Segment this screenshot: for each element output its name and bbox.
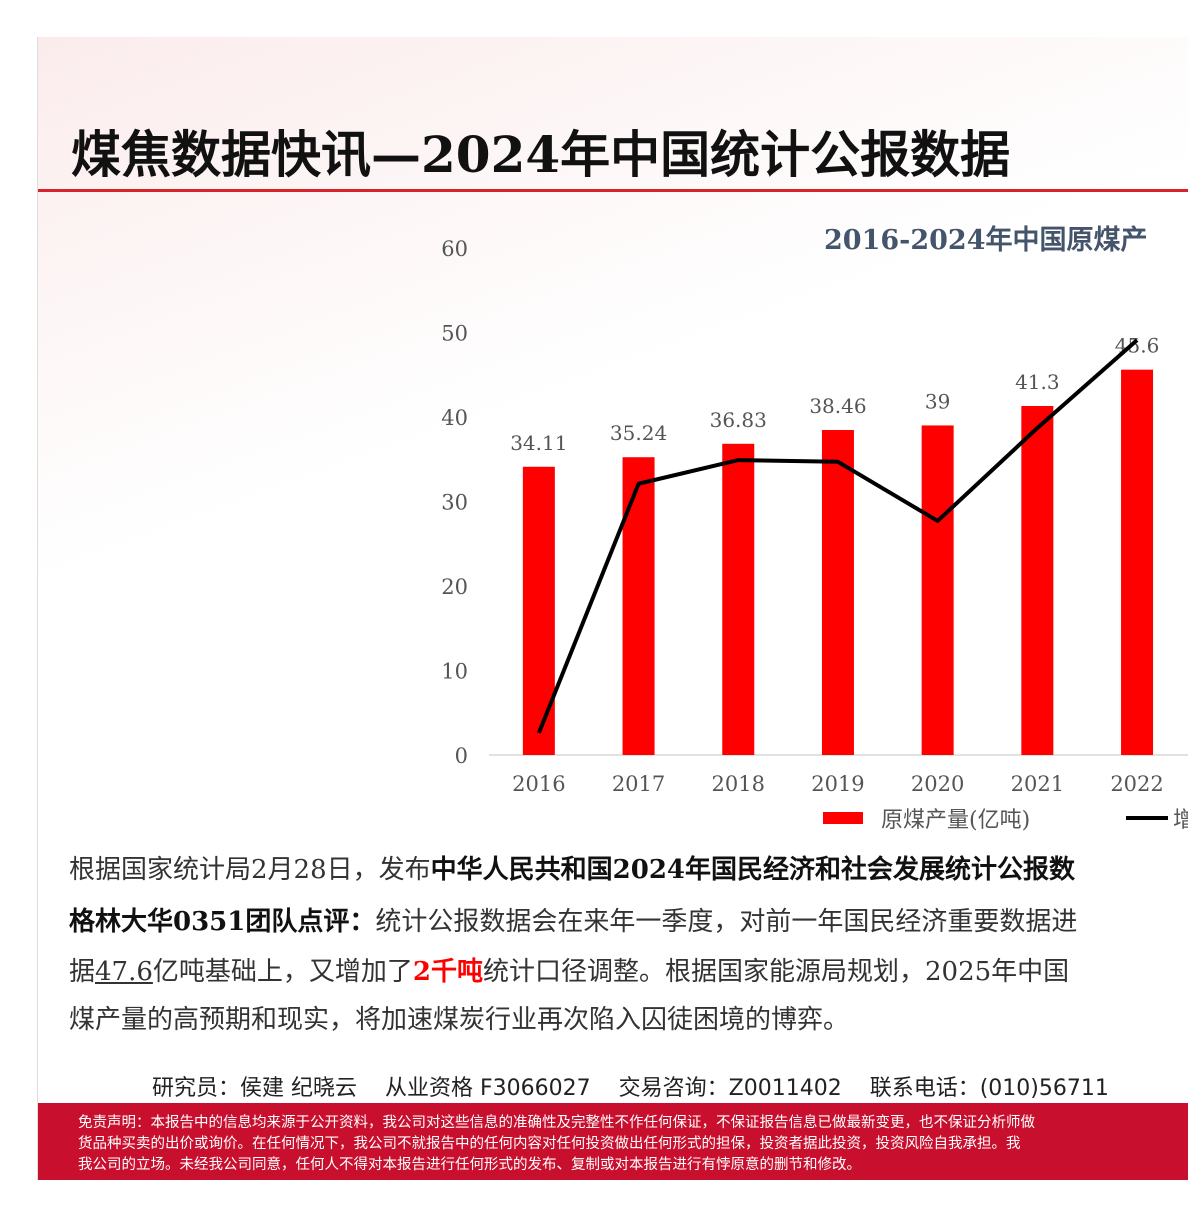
x-tick-label: 2020 [911,772,964,796]
bar [821,430,854,755]
x-tick-label: 2017 [612,772,665,796]
page-title: 煤焦数据快讯—2024年中国统计公报数据 [71,125,1011,184]
disclaimer-line: 货品种买卖的出价或询价。在任何情况下，我公司不就报告中的任何内容对任何投资做出任… [78,1136,1021,1152]
data-label: 38.46 [809,394,866,418]
data-label: 35.24 [610,421,667,445]
data-label: 39 [925,389,950,413]
paragraph-line: 格林大华0351团队点评：统计公报数据会在来年一季度，对前一年国民经济重要数据进 [69,901,1077,938]
bar [1021,406,1054,755]
data-label: 36.83 [710,408,767,432]
text: 格林大华0351团队点评： [69,907,376,937]
page: 煤焦数据快讯—2024年中国统计公报数据 2016-2024年中国原煤产 0 10… [37,37,1188,1180]
text: 煤产量的高预期和现实，将加速煤炭行业再次陷入囚徒困境的博弈。 [69,1005,850,1035]
x-tick-label: 2019 [811,772,864,796]
chart: 2016-2024年中国原煤产 0 10 20 30 40 50 60 2016 2017 201… [441,224,1188,833]
y-tick-label: 60 [441,237,468,261]
footer: 研究员：侯建 纪晓云 从业资格 F3066027 交易咨询：Z0011402 联系电话… [152,1070,1137,1102]
disclaimer-line: 免责声明：本报告中的信息均来源于公开资料，我公司对这些信息的准确性及完整性不作任… [78,1115,1035,1131]
text: 根据国家统计局2月28日，发布 [69,855,431,885]
license: 从业资格 F3066027 [385,1076,591,1101]
y-tick-label: 40 [441,406,468,430]
text: 2千吨 [412,957,484,987]
bar [722,443,755,755]
x-tick-label: 2018 [712,772,765,796]
disclaimer-line: 我公司的立场。未经我公司同意，任何人不得对本报告进行任何形式的发布、复制或对本报… [78,1157,861,1173]
text: 统计公报数据会在来年一季度，对前一年国民经济重要数据进 [375,907,1078,937]
text: 亿吨基础上，又增加了 [152,957,413,987]
data-label: 34.11 [510,431,567,455]
text: 据 [69,957,96,987]
text: 47.6 [95,957,153,987]
data-label: 41.3 [1015,370,1060,394]
legend-swatch [823,812,863,824]
chart-title: 2016-2024年中国原煤产 [824,224,1148,256]
bar [1121,369,1154,755]
bar [622,457,655,755]
text: 中华人民共和国2024年国民经济和社会发展统计公报数 [430,855,1076,885]
y-tick-label: 0 [455,744,468,768]
researcher: 研究员：侯建 纪晓云 [152,1076,357,1101]
title-rule [38,189,1188,192]
legend-label: 增速 [1173,808,1188,833]
text: 统计口径调整。根据国家能源局规划，2025年中国 [483,957,1070,987]
consult: 交易咨询：Z0011402 [618,1076,842,1101]
paragraph-line: 煤产量的高预期和现实，将加速煤炭行业再次陷入囚徒困境的博弈。 [69,999,849,1036]
x-tick-label: 2021 [1011,772,1064,796]
y-tick-label: 50 [441,322,468,346]
phone: 联系电话：(010)56711 [869,1076,1109,1101]
line-series [536,338,1139,734]
x-tick-label: 2016 [512,772,565,796]
bar [522,466,555,755]
paragraph-line: 根据国家统计局2月28日，发布中华人民共和国2024年国民经济和社会发展统计公报… [69,849,1075,886]
paragraph-line: 据47.6亿吨基础上，又增加了2千吨统计口径调整。根据国家能源局规划，2025年… [69,951,1069,988]
disclaimer: 免责声明：本报告中的信息均来源于公开资料，我公司对这些信息的准确性及完整性不作任… [38,1103,1188,1180]
y-tick-label: 20 [441,575,468,599]
bar [921,425,954,755]
y-tick-label: 30 [441,491,468,515]
x-tick-label: 2022 [1110,772,1163,796]
legend-label: 原煤产量(亿吨) [881,808,1030,833]
y-tick-label: 10 [441,660,468,684]
